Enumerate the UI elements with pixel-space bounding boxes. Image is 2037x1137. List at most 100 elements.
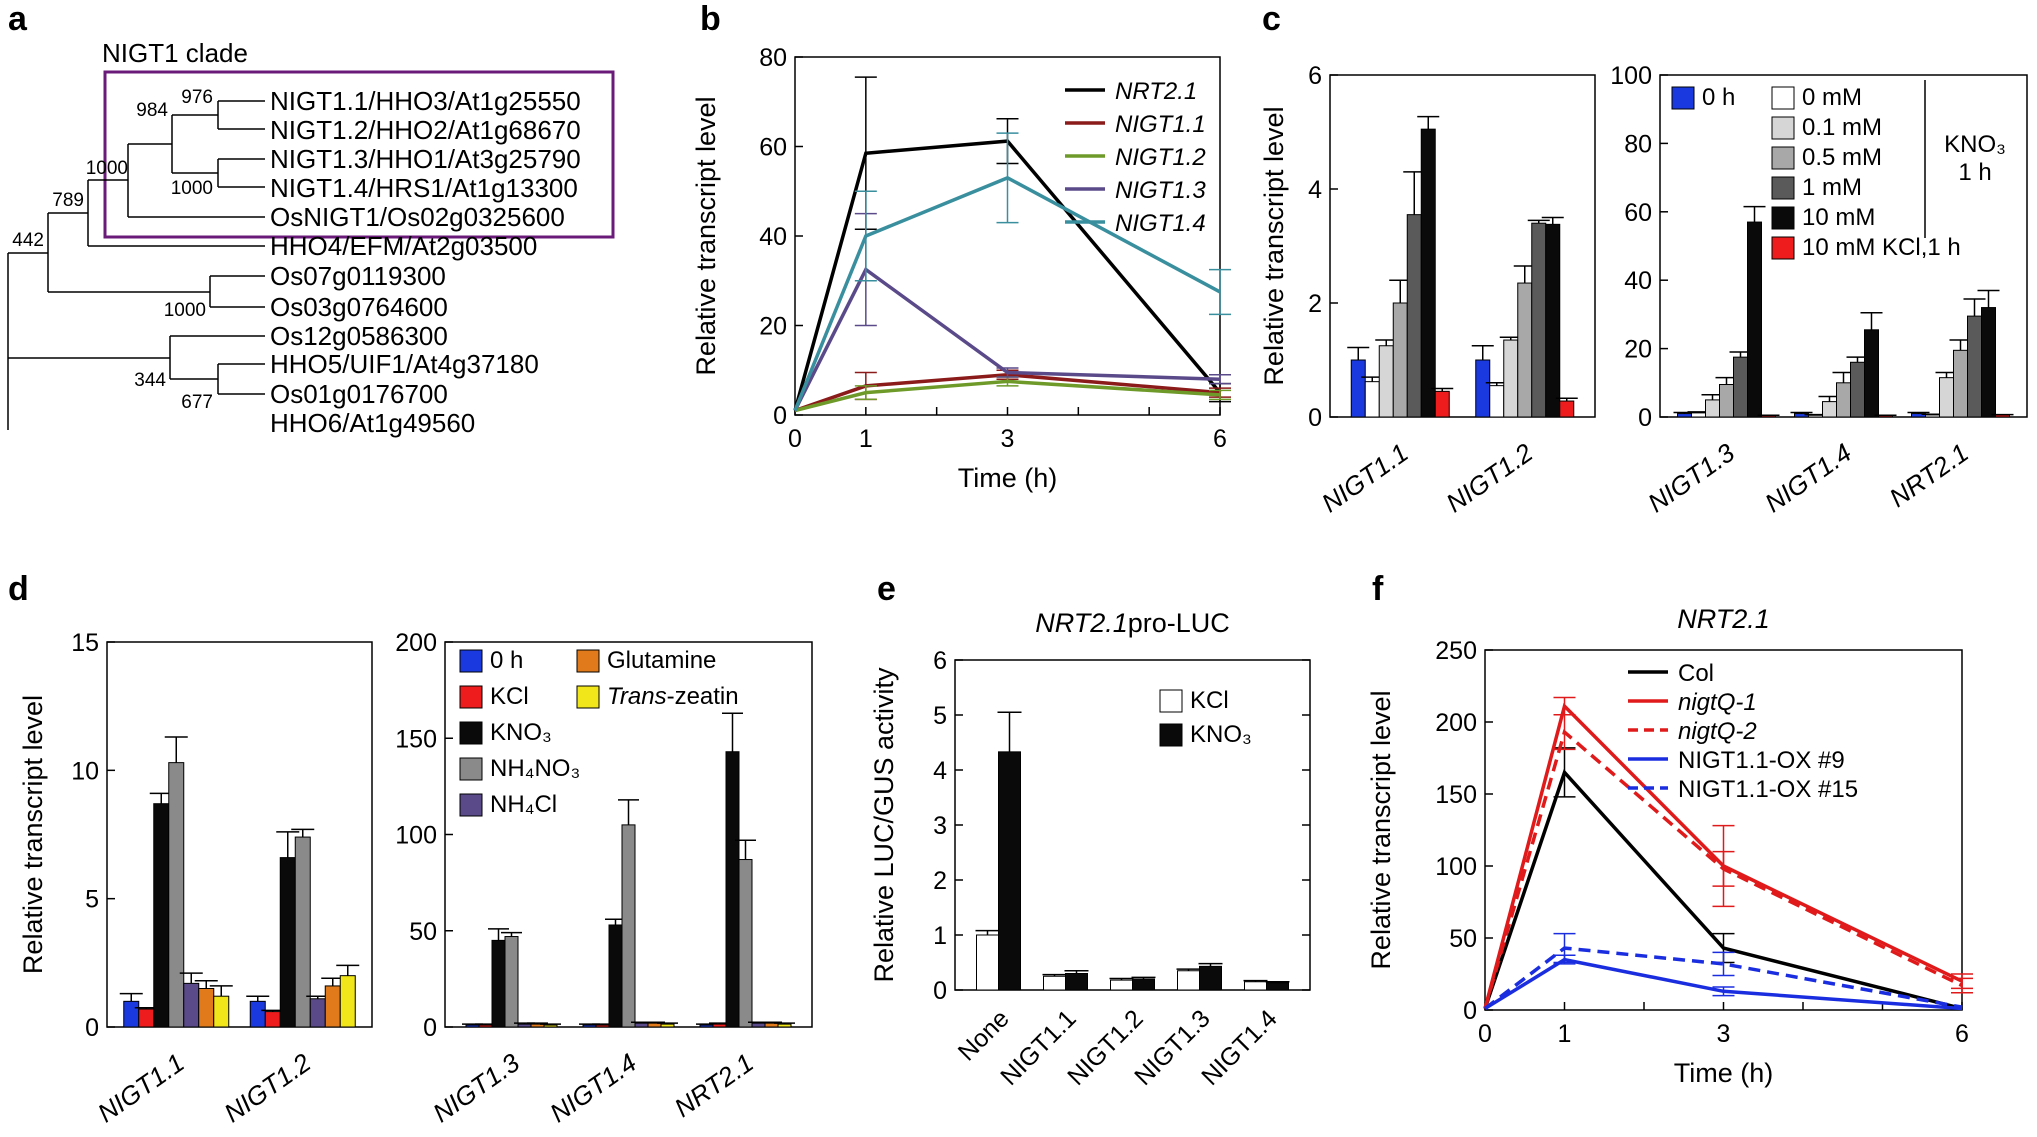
tree-bootstraps: 976 984 1000 1000 789 442 1000 344 677 <box>12 87 213 413</box>
bar-10-mm <box>1981 307 1996 418</box>
y-tick-label: 6 <box>1308 62 1322 90</box>
legend-label: NH₄NO₃ <box>490 755 580 782</box>
legend-swatch <box>459 793 483 817</box>
bar-0-1-mm <box>1503 339 1519 418</box>
bar-kcl <box>1244 981 1267 991</box>
legend-swatch <box>1771 86 1795 110</box>
clade-box <box>103 70 615 239</box>
bar-nh-no <box>738 859 753 1028</box>
y-tick-label: 60 <box>1624 199 1652 227</box>
series-line-nigt1-1-ox-15 <box>1483 946 1963 1010</box>
legend-label: 10 mM KCl,1 h <box>1802 234 1961 261</box>
bootstrap-value: 1000 <box>164 300 206 321</box>
bar-kno <box>608 924 623 1028</box>
legend-swatch <box>459 757 483 781</box>
bar-kcl <box>264 1011 281 1028</box>
category-label: NIGT1.1 <box>1316 437 1414 518</box>
y-tick-label: 0 <box>1638 404 1652 432</box>
legend-note: KNO₃ <box>1944 131 2006 158</box>
tree-leaf: Os03g0764600 <box>270 292 448 322</box>
bar-kno <box>279 857 296 1028</box>
bar-10-mm-kcl-1-h <box>1434 390 1450 418</box>
bootstrap-value: 976 <box>181 87 213 108</box>
category-label: NIGT1.3 <box>427 1047 525 1128</box>
bar-0-mm <box>1808 414 1823 418</box>
legend-swatch <box>1771 176 1795 200</box>
category-label: NIGT1.4 <box>1759 437 1857 518</box>
bar-nh-cl <box>634 1022 649 1028</box>
x-axis-label: Time (h) <box>1674 1058 1774 1088</box>
bar-glutamine <box>198 988 215 1028</box>
tree-leaf: NIGT1.3/HHO1/At3g25790 <box>270 144 581 174</box>
legend-swatch <box>1771 206 1795 230</box>
panel-label-f: f <box>1372 570 1384 608</box>
legend-label: 0.5 mM <box>1802 144 1882 171</box>
category-label: None <box>953 1004 1015 1066</box>
y-tick-label: 5 <box>933 702 947 730</box>
legend-label: NRT2.1 <box>1115 78 1197 105</box>
tree-leaf: Os07g0119300 <box>270 261 446 291</box>
panel-label-d: d <box>8 570 29 608</box>
bootstrap-value: 677 <box>181 392 213 413</box>
y-axis-label: Relative transcript level <box>18 695 48 974</box>
bar-nh-no <box>621 824 636 1028</box>
bar-0-h <box>699 1024 714 1028</box>
bar-1-mm <box>1850 361 1865 418</box>
bar-trans-zeatin <box>660 1023 675 1028</box>
y-tick-label: 0 <box>1308 404 1322 432</box>
y-tick-label: 50 <box>1449 925 1477 953</box>
bar-nh-no <box>294 836 311 1028</box>
plot-frame <box>1329 74 1596 418</box>
legend-label: 0 mM <box>1802 84 1862 111</box>
legend-swatch <box>459 685 483 709</box>
y-tick-label: 50 <box>409 918 437 946</box>
bar-0-1-mm <box>1939 377 1954 418</box>
y-tick-label: 2 <box>933 867 947 895</box>
x-tick-label: 0 <box>788 425 802 453</box>
legend-swatch <box>1771 236 1795 260</box>
chart-c-right-bars: 0 20 40 60 80 100 NIGT1.3 NIGT1.4 NRT2.1 0 h 0 mM 0… <box>1610 62 2028 518</box>
bar-10-mm <box>1545 223 1561 418</box>
category-label: NIGT1.2 <box>219 1047 317 1128</box>
panel-label-a: a <box>8 0 28 38</box>
bar-0-5-mm <box>1392 302 1408 418</box>
bar-0-mm <box>1364 381 1380 418</box>
y-tick-label: 40 <box>1624 267 1652 295</box>
category-label: NIGT1.1 <box>92 1047 190 1128</box>
legend-label: 0 h <box>1702 84 1735 111</box>
bar-nh-cl <box>751 1022 766 1028</box>
legend-label: 1 mM <box>1802 174 1862 201</box>
bar-0-5-mm <box>1836 382 1851 418</box>
y-tick-label: 250 <box>1435 637 1477 665</box>
legend-swatch <box>1159 723 1183 747</box>
y-tick-label: 20 <box>1624 336 1652 364</box>
y-tick-label: 100 <box>395 822 437 850</box>
bar-nh-no <box>168 762 185 1028</box>
bar-kcl <box>1177 970 1200 991</box>
clade-label: NIGT1 clade <box>102 38 248 68</box>
y-axis-label: Relative transcript level <box>691 96 721 375</box>
legend-label: 10 mM <box>1802 204 1875 231</box>
legend-note: 1 h <box>1958 159 1991 186</box>
bar-0-h <box>249 1000 266 1028</box>
bar-1-mm <box>1406 214 1422 418</box>
legend-swatch <box>1671 86 1695 110</box>
tree-leaf: Os12g0586300 <box>270 321 448 351</box>
legend-swatch <box>1159 689 1183 713</box>
bootstrap-value: 789 <box>52 190 84 211</box>
bar-trans-zeatin <box>339 975 356 1028</box>
bar-1-mm <box>1967 315 1982 418</box>
category-label: NIGT1.3 <box>1642 437 1740 518</box>
chart-d-right-bars: 0 50 100 150 200 NIGT1.3 NIGT1.4 NRT2.1 0 h KCl KN… <box>395 629 813 1128</box>
series-line-nigt1-1-ox-9 <box>1484 957 1963 1011</box>
legend-label: KNO₃ <box>1190 721 1252 748</box>
legend-label: 0.1 mM <box>1802 114 1882 141</box>
category-label: NIGT1.4 <box>544 1047 642 1128</box>
y-axis-label: Relative transcript level <box>1259 106 1289 385</box>
legend-label: Trans-zeatin <box>607 683 739 710</box>
bar-nh-cl <box>183 982 200 1028</box>
y-tick-label: 150 <box>395 725 437 753</box>
bar-kno <box>1266 982 1289 991</box>
tree-leaf: HHO5/UIF1/At4g37180 <box>270 349 539 379</box>
bar-kno <box>153 803 170 1028</box>
